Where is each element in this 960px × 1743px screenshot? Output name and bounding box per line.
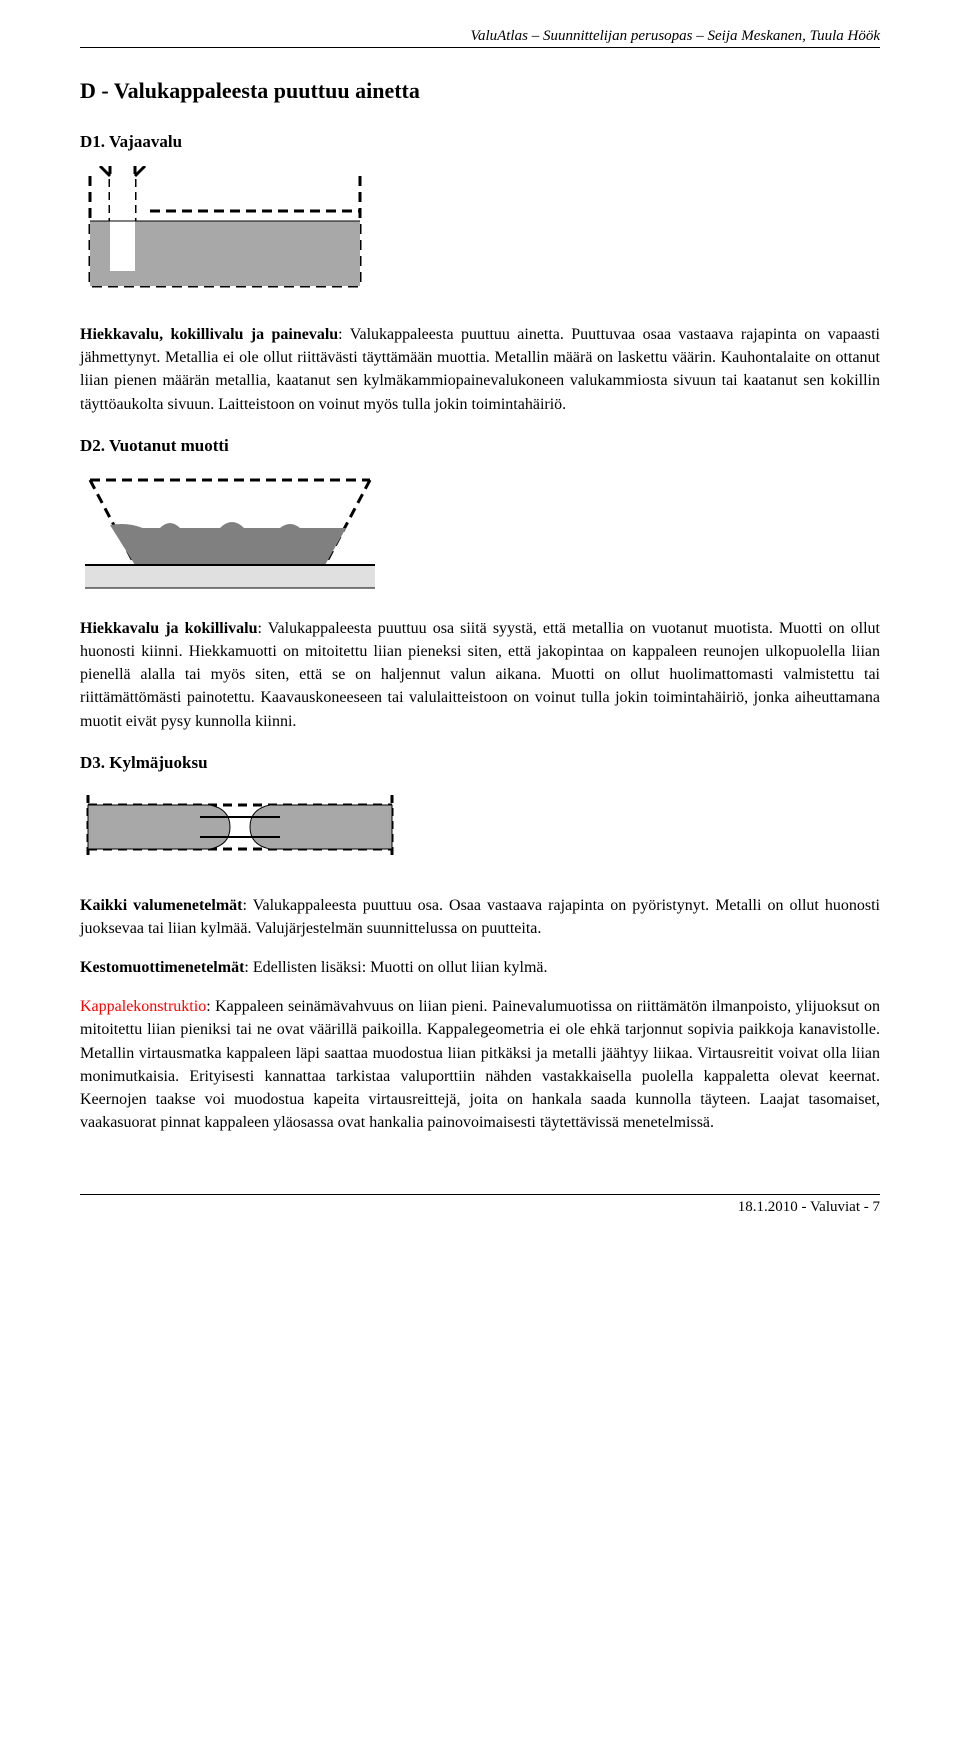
d1-paragraph: Hiekkavalu, kokillivalu ja painevalu: Va… [80, 323, 880, 416]
d3-p2-text: : Edellisten lisäksi: Muotti on ollut li… [244, 959, 547, 976]
section-d-title: D - Valukappaleesta puuttuu ainetta [80, 78, 880, 104]
d2-paragraph: Hiekkavalu ja kokillivalu: Valukappalees… [80, 617, 880, 733]
d3-paragraph-1: Kaikki valumenetelmät: Valukappaleesta p… [80, 894, 880, 940]
d1-para-bold: Hiekkavalu, kokillivalu ja painevalu [80, 326, 338, 343]
d1-figure [80, 166, 880, 301]
d3-title: D3. Kylmäjuoksu [80, 753, 880, 773]
running-header: ValuAtlas – Suunnittelijan perusopas – S… [80, 28, 880, 48]
d2-title: D2. Vuotanut muotti [80, 436, 880, 456]
d3-paragraph-3: Kappalekonstruktio: Kappaleen seinämävah… [80, 995, 880, 1134]
d3-p2-bold: Kestomuottimenetelmät [80, 959, 244, 976]
d2-figure [80, 470, 880, 595]
d2-para-bold: Hiekkavalu ja kokillivalu [80, 620, 258, 637]
d3-p1-bold: Kaikki valumenetelmät [80, 897, 243, 914]
page-footer: 18.1.2010 - Valuviat - 7 [80, 1194, 880, 1216]
page: ValuAtlas – Suunnittelijan perusopas – S… [0, 0, 960, 1256]
d3-p3-red: Kappalekonstruktio [80, 998, 206, 1015]
d1-title: D1. Vajaavalu [80, 132, 880, 152]
d3-p3-text: : Kappaleen seinämävahvuus on liian pien… [80, 998, 880, 1131]
d3-figure [80, 787, 880, 872]
d3-paragraph-2: Kestomuottimenetelmät: Edellisten lisäks… [80, 956, 880, 979]
